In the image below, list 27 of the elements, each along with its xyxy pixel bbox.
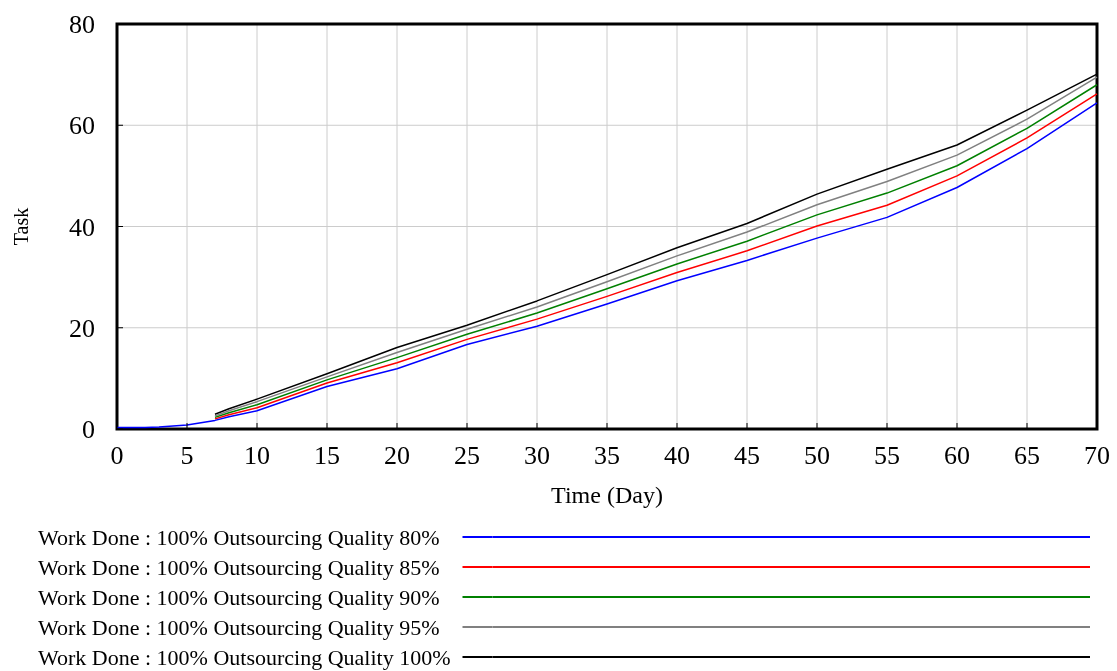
legend-label: Work Done : 100% Outsourcing Quality 90% [38, 584, 440, 610]
x-tick-label: 25 [454, 441, 480, 470]
y-axis-title: Task [10, 207, 32, 246]
x-tick-label: 20 [384, 441, 410, 470]
x-tick-label: 30 [524, 441, 550, 470]
y-tick-label: 80 [69, 10, 95, 40]
legend-label: Work Done : 100% Outsourcing Quality 85% [38, 554, 440, 580]
x-tick-label: 5 [180, 441, 194, 470]
x-tick-label: 10 [244, 441, 270, 470]
y-tick-label: 60 [69, 111, 95, 141]
y-tick-label: 40 [69, 212, 95, 242]
x-tick-label: 60 [944, 441, 970, 470]
x-tick-label: 55 [874, 441, 900, 470]
x-tick-label: 45 [734, 441, 760, 470]
x-axis-title: Time (Day) [551, 482, 663, 508]
x-tick-label: 70 [1084, 441, 1110, 470]
x-tick-label: 65 [1014, 441, 1040, 470]
y-tick-label: 0 [82, 415, 95, 445]
x-tick-label: 50 [804, 441, 830, 470]
x-tick-label: 0 [110, 441, 124, 470]
x-tick-label: 15 [314, 441, 340, 470]
x-tick-label: 40 [664, 441, 690, 470]
x-tick-label: 35 [594, 441, 620, 470]
y-tick-label: 20 [69, 313, 95, 343]
legend-label: Work Done : 100% Outsourcing Quality 95% [38, 614, 440, 640]
legend-label: Work Done : 100% Outsourcing Quality 100% [38, 644, 451, 670]
legend-label: Work Done : 100% Outsourcing Quality 80% [38, 524, 440, 550]
